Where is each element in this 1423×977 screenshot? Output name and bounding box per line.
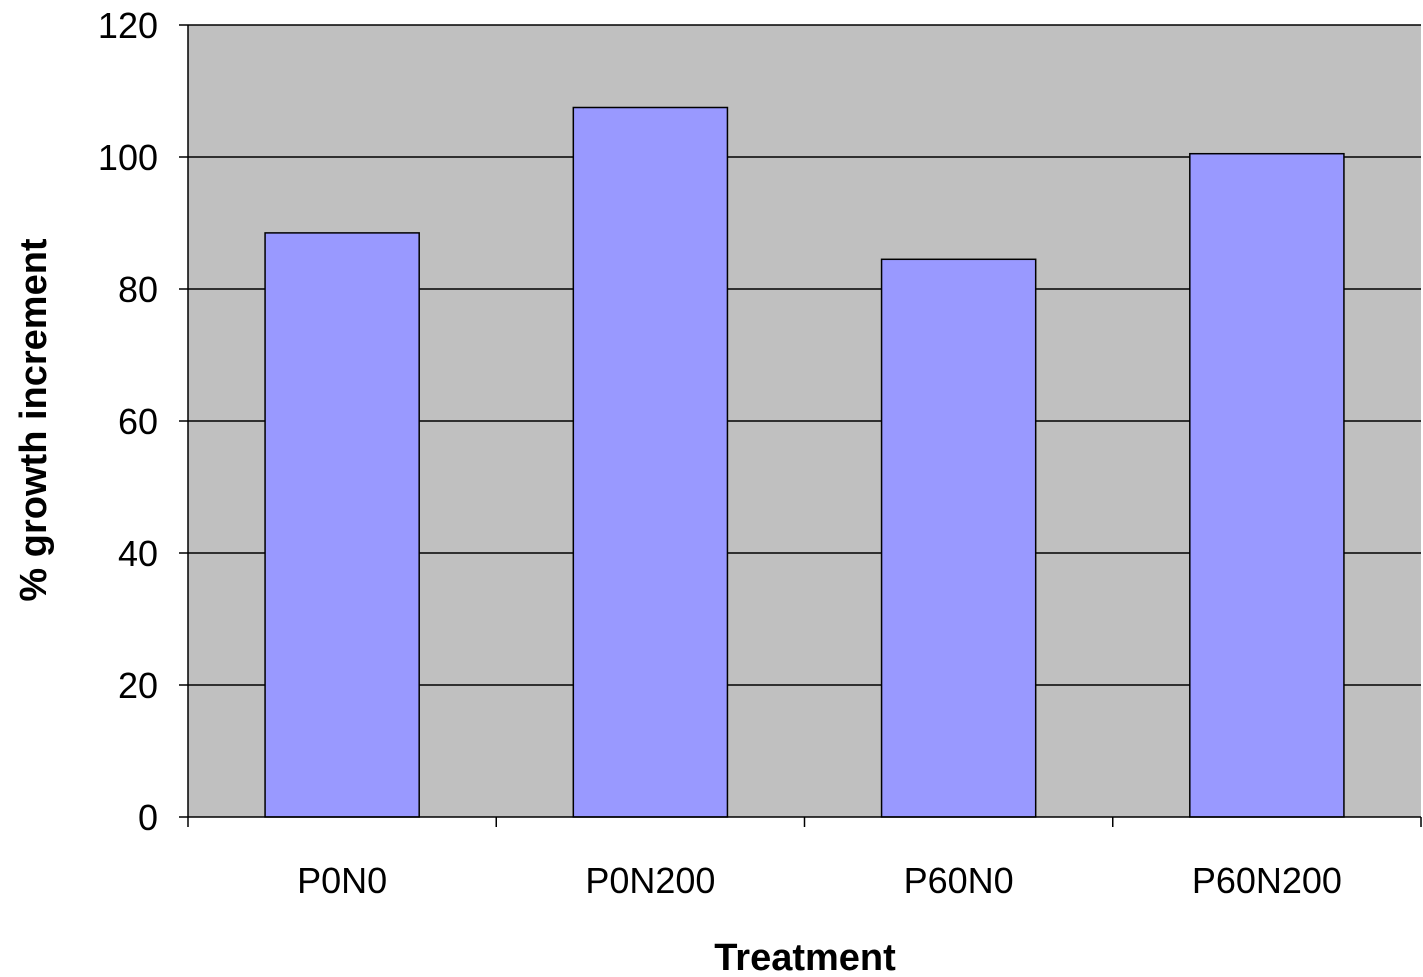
y-tick-label: 60 (118, 401, 158, 442)
x-axis-title: Treatment (714, 937, 896, 977)
x-tick-label: P60N0 (904, 860, 1014, 901)
bar-p0n200 (572, 106, 729, 818)
x-tick-label: P60N200 (1192, 860, 1342, 901)
x-tick-label: P0N200 (585, 860, 715, 901)
y-tick-label: 20 (118, 665, 158, 706)
y-tick-label: 120 (98, 5, 158, 46)
bars (264, 106, 1345, 818)
bar-p60n200 (1189, 152, 1345, 818)
y-tick-label: 80 (118, 269, 158, 310)
x-tick-label: P0N0 (297, 860, 387, 901)
y-axis: 0 20 40 60 80 100 120 (98, 5, 189, 838)
y-tick-label: 100 (98, 137, 158, 178)
y-tick-label: 0 (138, 797, 158, 838)
bar-p0n0 (264, 232, 420, 818)
bar-p60n0 (880, 258, 1037, 818)
y-axis-title: % growth increment (13, 238, 55, 601)
y-tick-label: 40 (118, 533, 158, 574)
x-axis: P0N0 P0N200 P60N0 P60N200 (187, 816, 1422, 901)
